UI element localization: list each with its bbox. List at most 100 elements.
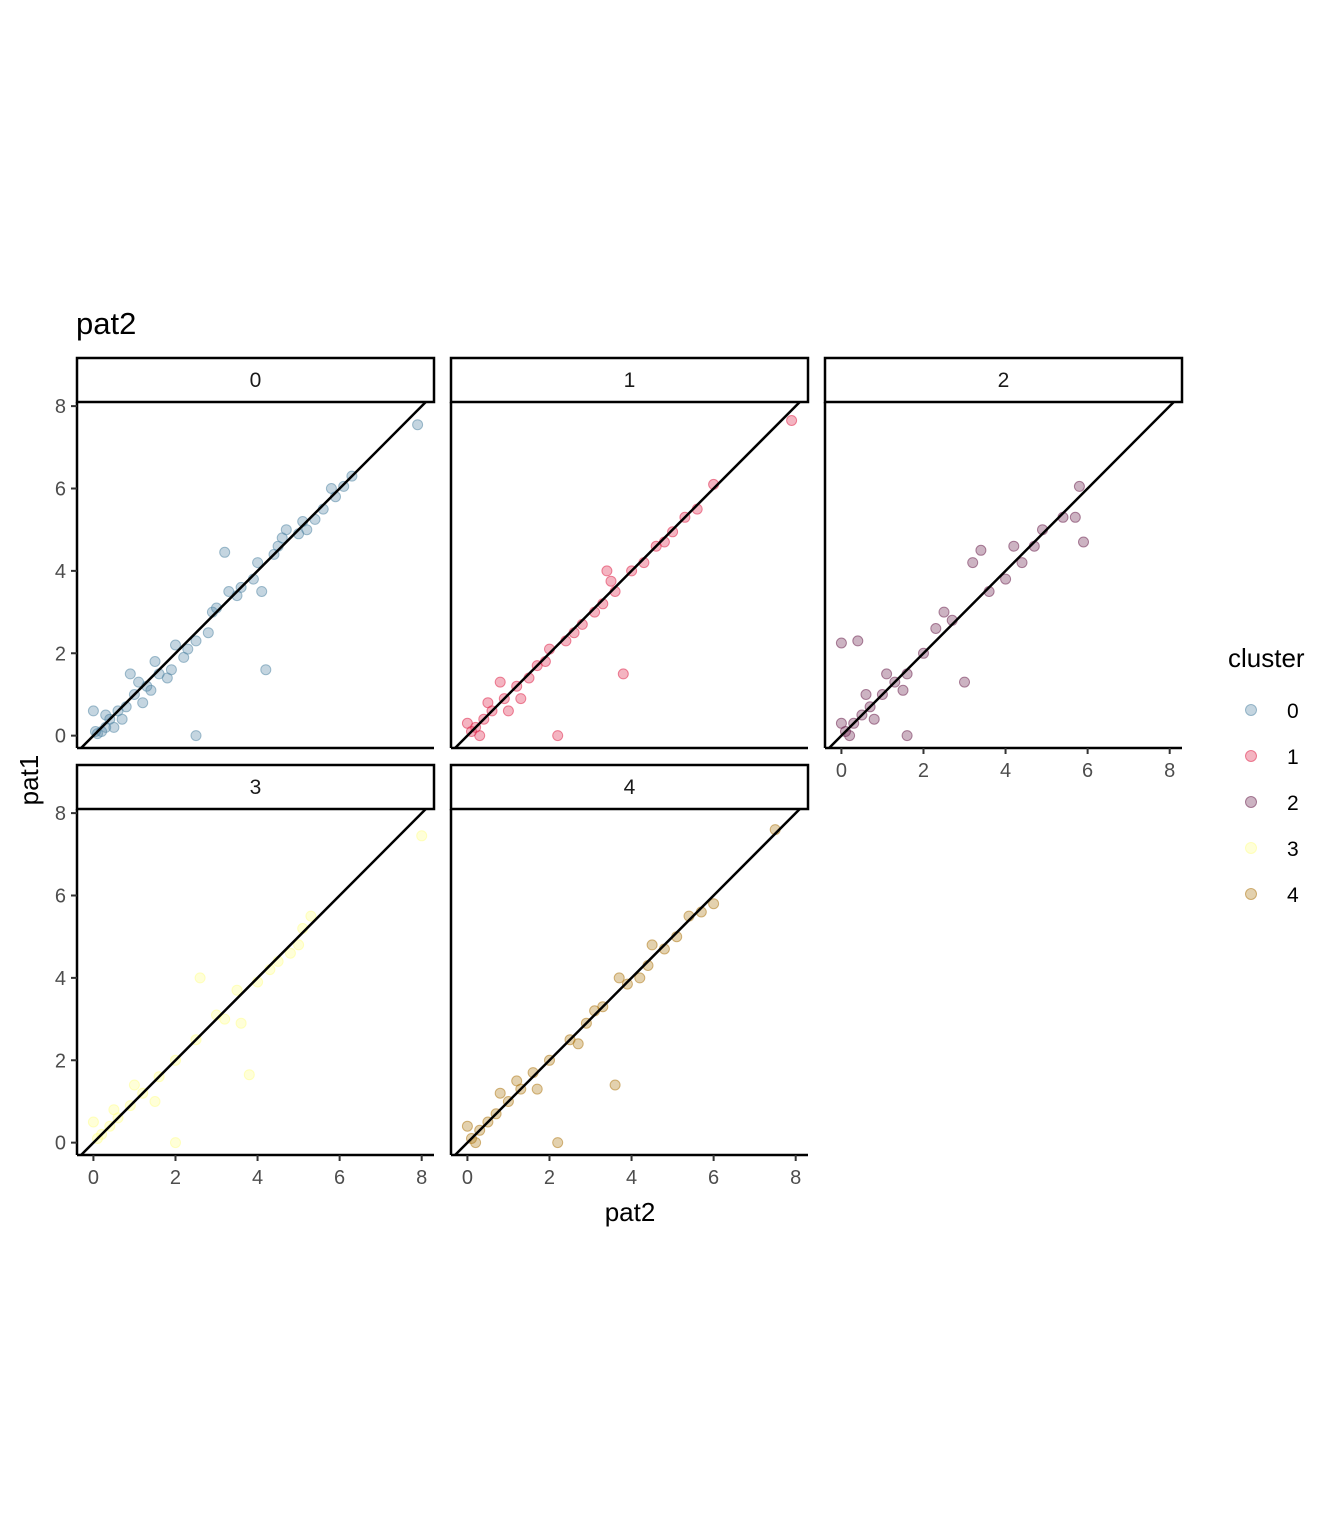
data-point: [219, 1013, 231, 1025]
data-point: [149, 1096, 161, 1107]
data-point: [531, 1083, 543, 1095]
data-point: [881, 668, 893, 680]
data-point: [897, 684, 909, 696]
x-tick-label: 0: [462, 1167, 473, 1189]
data-point: [901, 730, 913, 742]
data-point: [170, 639, 181, 651]
facet-panel-1: 1: [449, 356, 810, 750]
x-tick-label: 2: [544, 1167, 555, 1189]
y-tick-label: 0: [55, 1133, 66, 1155]
data-point: [852, 635, 864, 647]
data-point: [305, 910, 317, 922]
data-point: [959, 676, 970, 688]
data-point: [621, 978, 633, 990]
y-axis-title: pat1: [14, 755, 44, 806]
data-point: [194, 972, 206, 984]
data-point: [609, 1079, 621, 1091]
data-point: [416, 830, 428, 842]
data-point: [967, 557, 979, 569]
y-tick-label: 6: [55, 886, 66, 908]
reference-line: [454, 809, 801, 1155]
data-point: [515, 693, 527, 705]
x-tick-label: 8: [416, 1167, 427, 1189]
y-tick-label: 4: [55, 968, 66, 990]
facet-panel-3: 3 0 2 4 6 8 0 2 4 6 8: [55, 763, 436, 1189]
facet-panel-4: 4 0 2 4 6 8: [449, 763, 810, 1189]
data-point: [108, 721, 120, 733]
reference-line: [80, 809, 427, 1155]
data-point: [219, 546, 231, 558]
data-point: [552, 1137, 564, 1149]
facet-strip-label-2: 2: [998, 369, 1010, 392]
x-tick-label: 4: [626, 1167, 637, 1189]
data-point: [708, 898, 720, 910]
points-group-0: [87, 419, 424, 742]
data-point: [108, 1104, 120, 1116]
data-point: [1016, 557, 1028, 569]
legend-key-3: [1245, 842, 1257, 854]
data-point: [1008, 540, 1020, 552]
legend-label-0: 0: [1287, 700, 1299, 723]
data-point: [124, 668, 136, 680]
x-tick-label: 8: [1164, 760, 1175, 782]
y-tick-label: 8: [55, 803, 66, 825]
reference-line: [828, 402, 1175, 748]
data-point: [975, 544, 987, 556]
legend: cluster 0 1 2 3 4: [1228, 643, 1305, 907]
points-group-1: [461, 415, 798, 742]
legend-key-4: [1245, 888, 1257, 900]
data-point: [667, 526, 679, 538]
data-point: [470, 1137, 482, 1149]
x-axis-title: pat2: [605, 1197, 656, 1227]
x-tick-label: 6: [708, 1167, 719, 1189]
data-point: [256, 586, 268, 597]
data-point: [938, 606, 950, 618]
data-point: [860, 689, 872, 700]
plot-title: pat2: [76, 306, 136, 341]
legend-label-3: 3: [1287, 838, 1299, 861]
data-point: [1069, 511, 1081, 523]
data-point: [482, 697, 494, 709]
data-point: [474, 730, 486, 742]
x-tick-label: 2: [170, 1167, 181, 1189]
x-tick-label: 6: [334, 1167, 345, 1189]
data-point: [412, 419, 424, 431]
data-point: [1000, 573, 1012, 585]
data-point: [190, 730, 202, 742]
legend-label-1: 1: [1287, 746, 1299, 769]
data-point: [461, 717, 473, 729]
data-point: [260, 664, 272, 676]
data-point: [280, 524, 292, 536]
points-group-2: [835, 480, 1089, 742]
legend-key-1: [1245, 750, 1257, 762]
facet-strip-label-4: 4: [624, 776, 636, 799]
data-point: [868, 713, 880, 725]
facet-strip-1: [449, 356, 810, 404]
data-point: [128, 1079, 140, 1091]
reference-line: [80, 402, 427, 748]
reference-line: [454, 402, 801, 748]
x-tick-label: 4: [1000, 760, 1011, 782]
legend-key-0: [1245, 704, 1257, 716]
data-point: [930, 623, 942, 634]
x-tick-label: 2: [918, 760, 929, 782]
data-point: [552, 730, 564, 742]
data-point: [87, 705, 99, 717]
facet-strip-2: [823, 356, 1184, 404]
data-point: [617, 668, 629, 680]
data-point: [293, 939, 305, 951]
data-point: [1078, 536, 1089, 548]
x-tick-label: 4: [252, 1167, 263, 1189]
data-point: [252, 557, 264, 569]
y-tick-label: 6: [55, 479, 66, 501]
y-tick-label: 0: [55, 726, 66, 748]
data-point: [338, 480, 350, 492]
data-point: [182, 643, 194, 655]
data-point: [231, 984, 243, 996]
x-tick-label: 8: [790, 1167, 801, 1189]
data-point: [116, 713, 128, 725]
legend-title: cluster: [1228, 643, 1305, 673]
data-point: [461, 1120, 473, 1132]
y-tick-label: 2: [55, 1050, 66, 1072]
